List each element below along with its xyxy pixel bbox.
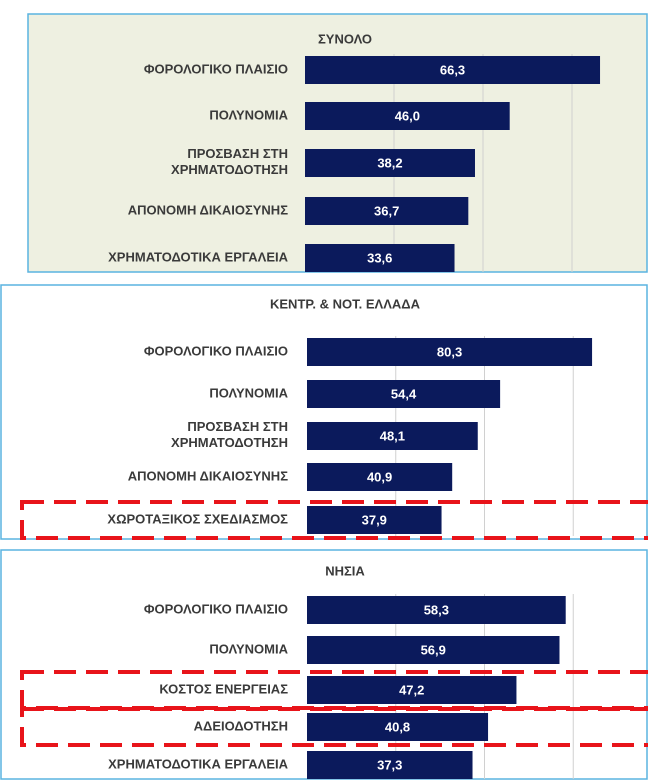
value-label: 46,0 [395,108,420,123]
bar [305,197,469,225]
category-label: ΦΟΡΟΛΟΓΙΚΟ ΠΛΑΙΣΙΟ [144,61,288,76]
value-label: 40,8 [385,719,410,734]
bar [307,422,478,450]
category-label: ΧΡΗΜΑΤΟΔΟΤΙΚΑ ΕΡΓΑΛΕΙΑ [108,756,288,771]
value-label: 54,4 [391,386,417,401]
bar [307,676,517,704]
value-label: 33,6 [367,250,392,265]
value-label: 47,2 [399,682,424,697]
value-label: 58,3 [424,602,449,617]
bar [305,244,455,272]
category-label: ΧΩΡΟΤΑΞΙΚΟΣ ΣΧΕΔΙΑΣΜΟΣ [107,511,288,526]
value-label: 38,2 [377,155,402,170]
value-label: 48,1 [380,428,405,443]
bar [307,751,473,779]
panel [27,13,648,273]
panel-title: ΚΕΝΤΡ. & ΝΟΤ. ΕΛΛΑΔΑ [270,296,421,311]
bar [305,56,601,84]
category-label: ΧΡΗΜΑΤΟΔΟΤΙΚΑ ΕΡΓΑΛΕΙΑ [108,249,288,264]
value-label: 36,7 [374,203,399,218]
panel-title: ΣΥΝΟΛΟ [318,31,372,46]
panel [0,284,648,540]
bar [305,149,475,177]
bar [305,102,510,130]
value-label: 66,3 [440,62,465,77]
value-label: 37,3 [377,757,402,772]
value-label: 80,3 [437,344,462,359]
bar [307,506,442,534]
bar [307,463,453,491]
value-label: 40,9 [367,469,392,484]
category-label: ΦΟΡΟΛΟΓΙΚΟ ΠΛΑΙΣΙΟ [144,343,288,358]
bar [307,596,566,624]
category-label: ΠΟΛΥΝΟΜΙΑ [209,385,288,400]
category-label: ΑΔΕΙΟΔΟΤΗΣΗ [194,718,288,733]
highlight-box [20,500,648,540]
bar [307,338,593,366]
value-label: 37,9 [362,512,387,527]
value-label: 56,9 [421,642,446,657]
category-label: ΑΠΟΝΟΜΗ ΔΙΚΑΙΟΣΥΝΗΣ [128,202,288,217]
category-label: ΠΡΟΣΒΑΣΗ ΣΤΗ ΧΡΗΜΑΤΟΔΟΤΗΣΗ [171,419,288,450]
category-label: ΑΠΟΝΟΜΗ ΔΙΚΑΙΟΣΥΝΗΣ [128,468,288,483]
category-label: ΠΟΛΥΝΟΜΙΑ [209,641,288,656]
category-label: ΦΟΡΟΛΟΓΙΚΟ ΠΛΑΙΣΙΟ [144,601,288,616]
category-label: ΚΟΣΤΟΣ ΕΝΕΡΓΕΙΑΣ [159,681,288,696]
bar [307,713,489,741]
highlight-box [20,707,648,747]
category-label: ΠΡΟΣΒΑΣΗ ΣΤΗ ΧΡΗΜΑΤΟΔΟΤΗΣΗ [171,146,288,177]
panel-title: ΝΗΣΙΑ [325,563,365,578]
bar [307,380,501,408]
category-label: ΠΟΛΥΝΟΜΙΑ [209,107,288,122]
bar [307,636,560,664]
